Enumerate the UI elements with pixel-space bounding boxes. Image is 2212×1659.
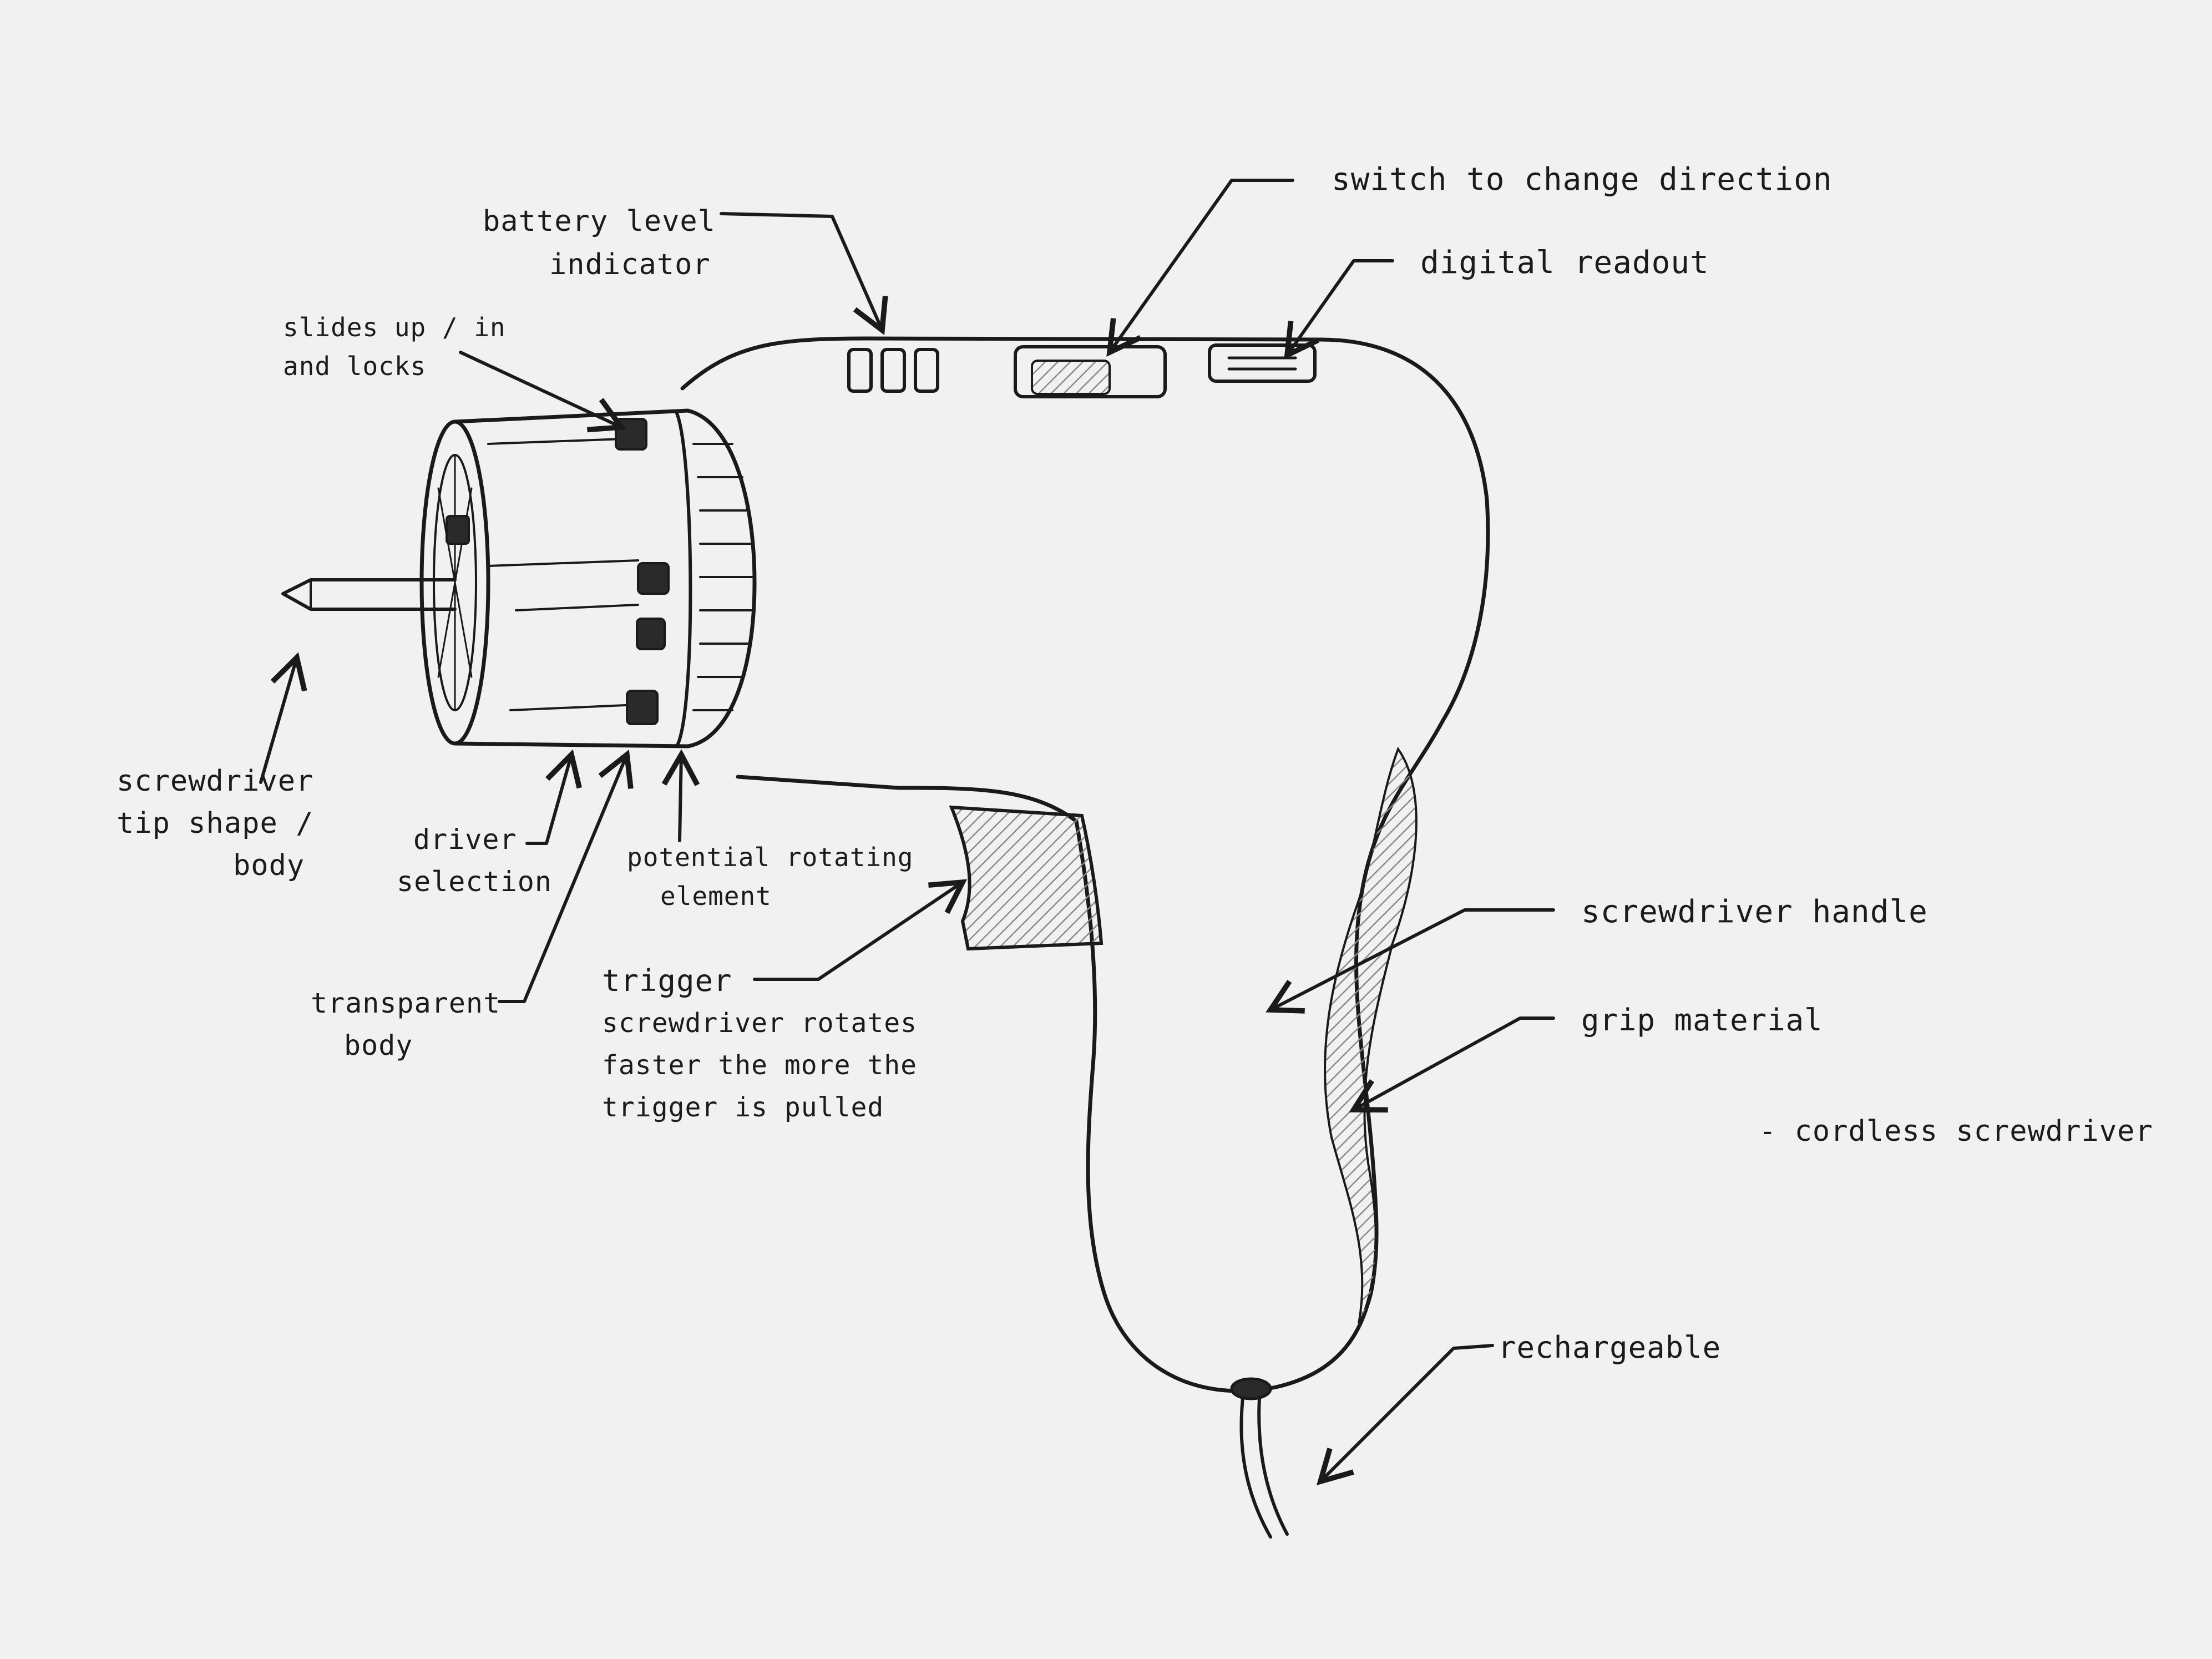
label-battery-level: battery level indicator xyxy=(483,200,716,286)
leader-lines xyxy=(259,179,1555,1485)
label-line: trigger xyxy=(602,963,732,998)
label-tip-shape: screwdriver tip shape / body xyxy=(117,760,313,887)
label-line: tip shape / xyxy=(117,807,314,840)
label-line: screwdriver xyxy=(117,765,314,798)
label-cordless: - cordless screwdriver xyxy=(1759,1110,2153,1153)
label-line: screwdriver handle xyxy=(1581,894,1928,930)
body-outline xyxy=(680,336,1490,1393)
driver-chuck xyxy=(419,408,757,748)
label-line: potential rotating xyxy=(627,842,914,872)
label-line: grip material xyxy=(1581,1003,1823,1038)
charging-cord xyxy=(1230,1377,1289,1539)
label-line: - cordless screwdriver xyxy=(1759,1115,2153,1148)
label-line: trigger is pulled xyxy=(602,1092,884,1123)
label-handle: screwdriver handle xyxy=(1581,891,1928,934)
trigger xyxy=(949,805,1104,951)
label-line: driver xyxy=(413,823,517,856)
label-line: switch to change direction xyxy=(1332,161,1833,198)
digital-readout-screen xyxy=(1208,343,1317,383)
grip-material xyxy=(1324,746,1418,1324)
label-line: indicator xyxy=(549,248,711,281)
label-line: element xyxy=(660,881,772,911)
label-line: body xyxy=(344,1029,413,1061)
label-line: digital readout xyxy=(1420,245,1709,281)
label-slides-locks: slides up / in and locks xyxy=(283,308,506,386)
direction-switch xyxy=(1014,345,1167,398)
label-line: slides up / in xyxy=(283,312,506,342)
label-direction-switch: switch to change direction xyxy=(1332,158,1833,201)
label-transparent-body: transparent body xyxy=(311,982,500,1066)
battery-level-indicator xyxy=(847,348,939,393)
label-driver-selection: driver selection xyxy=(397,818,552,903)
label-rechargeable: rechargeable xyxy=(1498,1326,1721,1369)
label-line: faster the more the xyxy=(602,1050,918,1081)
label-rotating-element: potential rotating element xyxy=(627,838,914,916)
label-line: screwdriver rotates xyxy=(602,1008,918,1039)
label-line: transparent xyxy=(311,987,501,1019)
label-line: rechargeable xyxy=(1498,1330,1722,1365)
label-line: body xyxy=(233,849,305,882)
label-digital-readout: digital readout xyxy=(1420,241,1709,285)
screwdriver-bit xyxy=(281,578,457,611)
label-line: and locks xyxy=(283,351,427,381)
label-line: battery level xyxy=(483,205,716,238)
label-line: selection xyxy=(397,866,552,898)
label-grip-material: grip material xyxy=(1581,999,1823,1042)
label-trigger: trigger screwdriver rotates faster the m… xyxy=(602,960,917,1129)
